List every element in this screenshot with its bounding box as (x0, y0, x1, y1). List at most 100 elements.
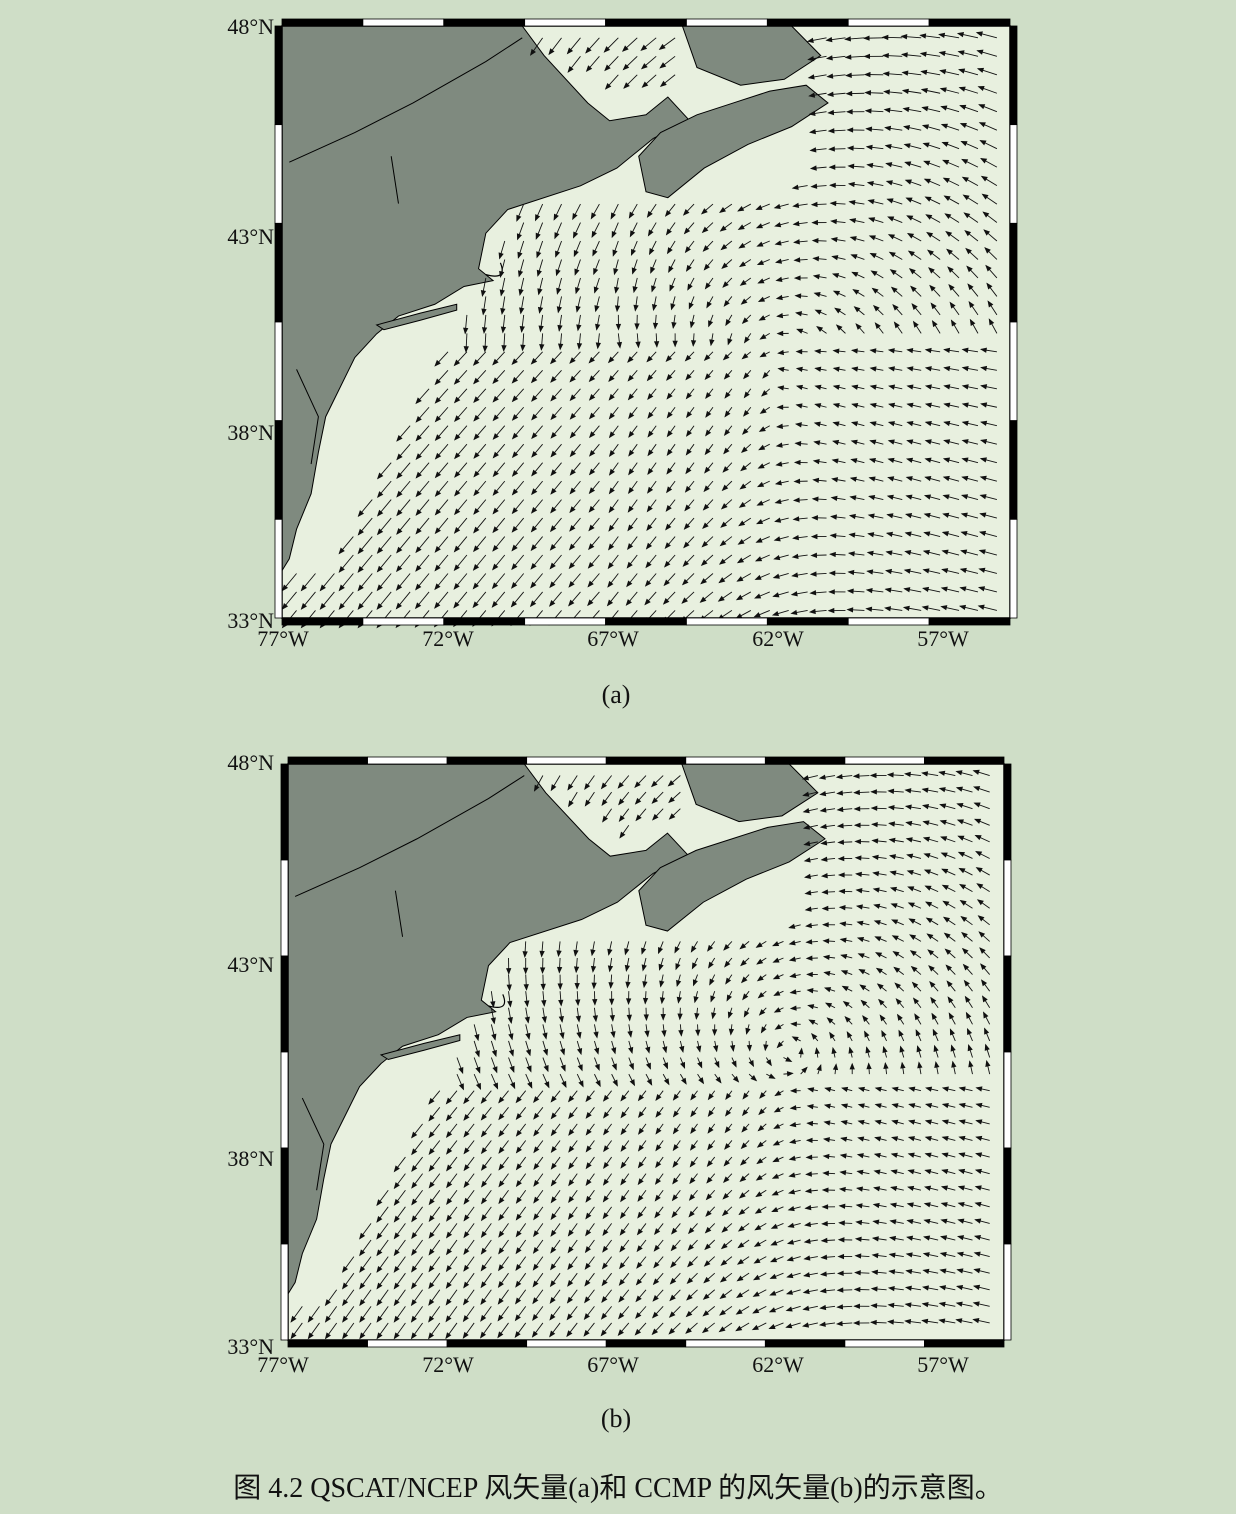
wind-arrow-head (574, 983, 580, 990)
wind-arrow-head (785, 1056, 793, 1063)
wind-arrow-head (870, 270, 878, 277)
wind-arrow-head (414, 602, 422, 610)
wind-arrow-head (671, 1211, 678, 1218)
wind-arrow-head (855, 1219, 863, 1226)
wind-arrow-head (838, 1203, 846, 1209)
wind-arrow-head (724, 391, 731, 399)
wind-arrow-head (924, 1169, 932, 1175)
wind-arrow-head (724, 1143, 731, 1150)
wind-arrow-head (473, 470, 480, 478)
wind-arrow-head (830, 495, 838, 502)
wind-arrow-head (735, 1308, 743, 1315)
lon-label-62: 62°W (752, 626, 804, 651)
wind-arrow-head (428, 1181, 435, 1189)
wind-arrow-head (906, 869, 914, 876)
wind-arrow-head (736, 1258, 744, 1265)
wind-arrow-head (338, 547, 345, 555)
wind-arrow-head (550, 1196, 557, 1204)
wind-arrow-head (964, 995, 971, 1003)
wind-arrow-head (979, 439, 988, 445)
wind-arrow-head (854, 1270, 861, 1276)
wind-arrow-head (665, 523, 672, 531)
wind-arrow-head (434, 602, 441, 609)
wind-arrow-head (515, 1247, 522, 1255)
wind-arrow-head (963, 212, 971, 219)
wind-arrow-head (463, 1264, 470, 1272)
frame-right-tick (1009, 321, 1018, 422)
wind-arrow-head (940, 1202, 948, 1208)
wind-arrow-head (530, 544, 537, 552)
wind-arrow-head (975, 1135, 983, 1141)
wind-arrow-head (686, 1277, 694, 1285)
wind-arrow-head (575, 305, 581, 313)
wind-arrow-head (536, 269, 542, 277)
frame-top-tick (362, 18, 445, 27)
wind-arrow-head (792, 202, 800, 209)
wind-arrow-head (832, 421, 840, 427)
wind-arrow-head (830, 514, 837, 520)
wind-arrow-head (689, 1177, 696, 1185)
wind-arrow-head (975, 867, 983, 873)
wind-arrow-head (723, 429, 731, 437)
lat-label-38: 38°N (227, 420, 274, 445)
wind-arrow-head (888, 251, 896, 258)
wind-arrow-head (902, 605, 910, 611)
wind-arrow-head (957, 851, 965, 857)
wind-arrow-head (613, 268, 619, 276)
wind-arrow-head (832, 366, 840, 372)
wind-arrow-head (741, 1125, 748, 1133)
wind-arrow-head (855, 871, 862, 878)
wind-arrow-head (666, 486, 673, 494)
wind-arrow-head (568, 1145, 575, 1153)
wind-arrow-head (718, 577, 726, 584)
wind-arrow-head (499, 270, 505, 278)
wind-arrow-head (869, 366, 877, 372)
wind-arrow-head (732, 1075, 740, 1083)
wind-arrow-head (359, 1249, 366, 1257)
wind-arrow-head (773, 203, 781, 209)
wind-arrow-head (498, 1096, 505, 1104)
wind-arrow-head (698, 1077, 705, 1085)
wind-arrow-head (773, 1106, 781, 1113)
wind-arrow-head (921, 1285, 930, 1291)
wind-arrow-head (916, 1045, 922, 1053)
wind-arrow-head (887, 476, 895, 482)
wind-arrow-head (921, 787, 929, 793)
wind-arrow-head (481, 327, 488, 334)
wind-arrow-head (445, 1298, 452, 1306)
wind-arrow-head (850, 254, 858, 260)
wind-arrow-head (823, 1103, 831, 1109)
wind-arrow-head (627, 1030, 633, 1038)
wind-arrow-head (500, 307, 506, 315)
wind-arrow-head (787, 1205, 795, 1212)
wind-arrow-head (893, 966, 901, 973)
wind-arrow-head (393, 1299, 400, 1307)
wind-arrow-head (978, 104, 986, 110)
wind-arrow-head (635, 1295, 642, 1303)
wind-arrow-head (669, 1294, 676, 1302)
wind-arrow-head (769, 1290, 777, 1296)
wind-arrow-head (585, 1195, 592, 1203)
wind-arrow-head (774, 498, 782, 505)
wind-arrow-head (771, 1207, 779, 1213)
wind-arrow-head (811, 496, 819, 502)
long-island (375, 303, 458, 331)
wind-arrow-head (960, 512, 968, 518)
frame-top-tick (847, 18, 930, 27)
wind-arrow-head (914, 1013, 920, 1021)
wind-arrow-head (912, 320, 919, 328)
wind-arrow-head (587, 580, 594, 588)
wind-arrow-head (647, 486, 654, 494)
wind-arrow-head (492, 358, 499, 366)
wind-arrow-head (924, 420, 932, 427)
wind-arrow-head (870, 821, 878, 828)
wind-arrow-head (607, 965, 614, 973)
wind-arrow-head (541, 1000, 547, 1007)
wind-arrow-head (500, 326, 507, 334)
wind-arrow-head (948, 1012, 955, 1020)
wind-arrow-head (527, 1081, 533, 1089)
wind-arrow-head (938, 1318, 946, 1324)
wind-arrow-head (463, 1231, 470, 1239)
wind-arrow-head (396, 528, 403, 535)
wind-arrow-head (357, 547, 364, 555)
